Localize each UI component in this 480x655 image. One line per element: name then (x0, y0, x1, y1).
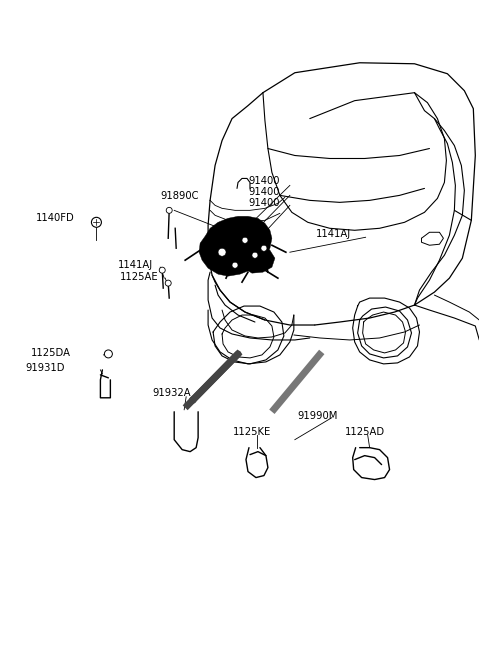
Circle shape (218, 248, 226, 256)
Circle shape (91, 217, 101, 227)
Text: 91400: 91400 (248, 198, 279, 208)
Circle shape (242, 237, 248, 243)
Text: 1125KE: 1125KE (233, 426, 271, 437)
Text: 1125AE: 1125AE (120, 272, 159, 282)
Polygon shape (199, 216, 272, 276)
Text: 91890C: 91890C (160, 191, 199, 201)
Polygon shape (240, 247, 275, 273)
Text: 1125DA: 1125DA (31, 348, 71, 358)
Circle shape (261, 245, 267, 252)
Text: 91931D: 91931D (25, 363, 65, 373)
Text: 1141AJ: 1141AJ (316, 229, 351, 239)
Circle shape (104, 350, 112, 358)
Circle shape (252, 252, 258, 258)
Circle shape (159, 267, 165, 273)
Text: 91400: 91400 (248, 187, 279, 197)
Circle shape (232, 262, 238, 268)
Text: 1141AJ: 1141AJ (119, 260, 154, 270)
Polygon shape (214, 254, 240, 272)
Text: 1125AD: 1125AD (345, 426, 385, 437)
Text: 91990M: 91990M (298, 411, 338, 421)
Circle shape (166, 208, 172, 214)
Circle shape (165, 280, 171, 286)
Text: 1140FD: 1140FD (36, 214, 74, 223)
Text: 91932A: 91932A (152, 388, 191, 398)
Text: 91400: 91400 (248, 176, 279, 187)
